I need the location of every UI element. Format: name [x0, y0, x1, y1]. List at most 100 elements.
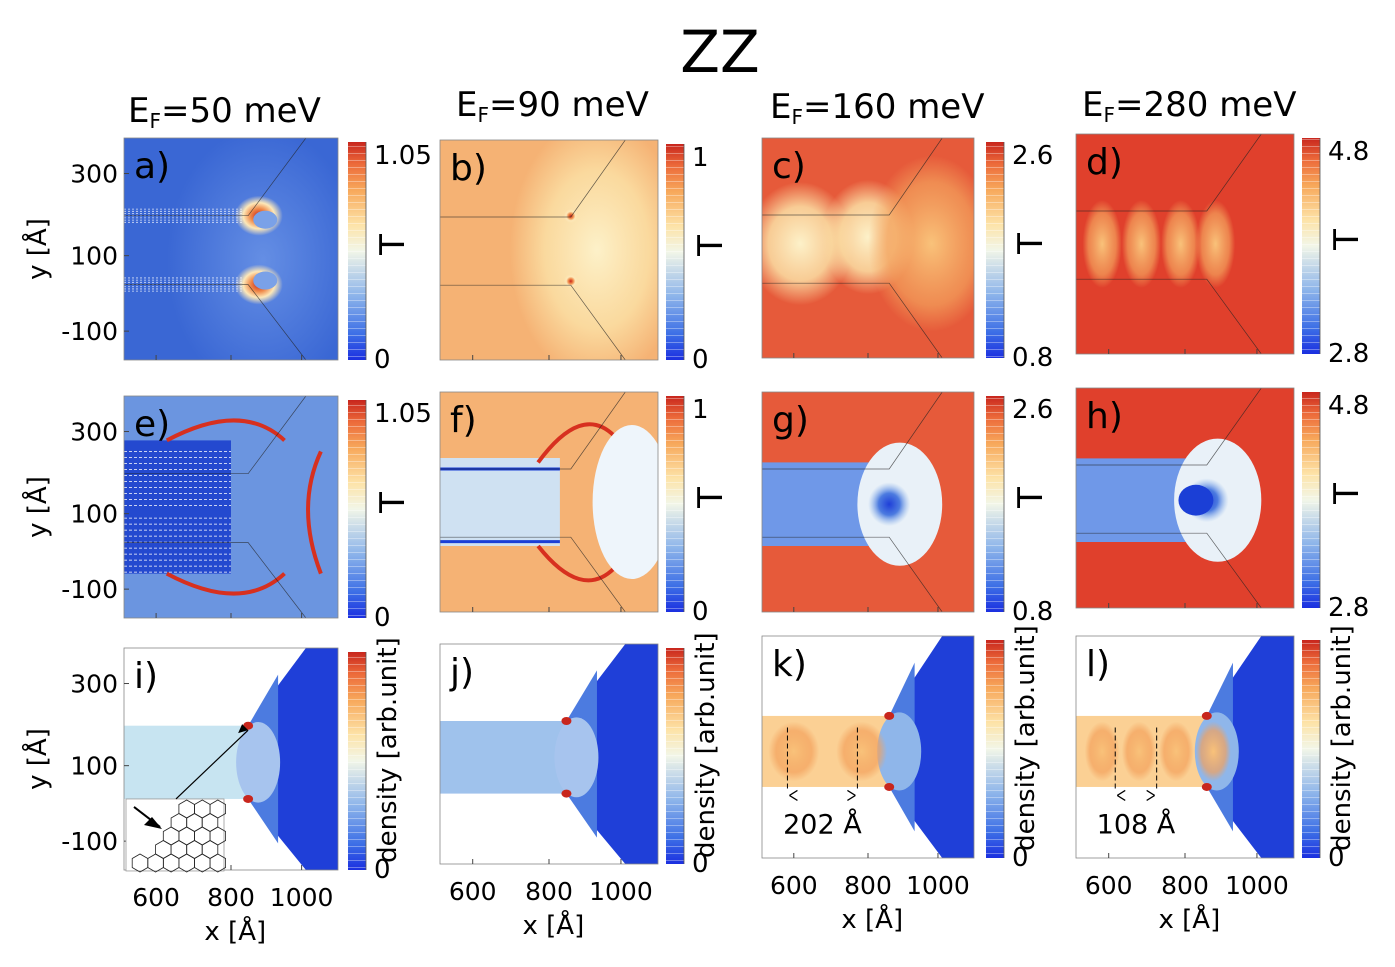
y-axis-label: y [Å]: [21, 218, 53, 280]
svg-text:EF=160 meV: EF=160 meV: [770, 87, 985, 129]
x-tick-label: 1000: [589, 877, 653, 906]
colorbar-max-label: 2.6: [1012, 141, 1053, 171]
y-tick-label: 300: [70, 670, 118, 699]
colorbar-min-label: 0.8: [1012, 343, 1053, 373]
y-tick-label: 100: [70, 242, 118, 271]
colorbar-max-label: 1.05: [374, 399, 432, 429]
svg-text:EF=50 meV: EF=50 meV: [128, 91, 321, 133]
figure-title: ZZ: [680, 18, 759, 86]
panel-label: c): [772, 146, 806, 187]
panel-g: g) 2.6 0.8 T: [761, 391, 1053, 627]
x-tick-label: 800: [1161, 871, 1209, 900]
colorbar-quantity-label: T: [1327, 483, 1367, 505]
col-1-prefix: E: [128, 91, 149, 131]
heatmap-field: [124, 396, 338, 618]
panel-label: h): [1086, 396, 1123, 437]
panel-label: e): [134, 404, 170, 445]
panel-label: b): [450, 148, 487, 189]
distance-annotation: 202 Å: [783, 808, 862, 840]
col-1-sub: F: [149, 109, 161, 133]
x-axis-label: x [Å]: [1158, 903, 1220, 935]
column-header-4: EF=280 meV: [1082, 85, 1297, 127]
heatmap-field: [1076, 388, 1294, 608]
heatmap-field: [762, 138, 974, 358]
colorbar-quantity-label: T: [691, 235, 731, 257]
colorbar-max-label: 2.6: [1012, 395, 1053, 425]
colorbar-min-label: 2.8: [1328, 593, 1369, 623]
colorbar-quantity-label: T: [373, 234, 413, 256]
y-tick-label: 300: [70, 418, 118, 447]
col-4-prefix: E: [1082, 85, 1103, 125]
panel-label: i): [134, 656, 158, 697]
x-tick-label: 1000: [270, 883, 334, 912]
column-header-1: EF=50 meV: [128, 91, 321, 133]
x-tick-label: 600: [1085, 871, 1133, 900]
heatmap-field: [762, 636, 974, 858]
x-tick-label: 1000: [906, 871, 970, 900]
panel-label: g): [772, 400, 809, 441]
heatmap-field: [1076, 636, 1294, 858]
col-2-sub: F: [477, 103, 489, 127]
heatmap-field: [124, 648, 338, 870]
distance-annotation: 108 Å: [1097, 808, 1176, 840]
arrow-icon: [144, 816, 162, 829]
colorbar-min-label: 0: [692, 597, 709, 627]
col-3-value: =160 meV: [803, 87, 985, 127]
colorbar-max-label: 4.8: [1328, 137, 1369, 167]
colorbar-max-label: 1.05: [374, 141, 432, 171]
col-2-value: =90 meV: [489, 85, 649, 125]
x-tick-label: 600: [770, 871, 818, 900]
colorbar-quantity-label: density [arb.unit]: [691, 632, 721, 858]
colorbar-quantity-label: T: [691, 487, 731, 509]
x-axis-label: x [Å]: [204, 915, 266, 947]
x-tick-label: 1000: [1225, 871, 1289, 900]
colorbar-min-label: 2.8: [1328, 339, 1369, 369]
panels: a) 300 100 -100 y [Å] 1.05 0 Tb) 1 0 Tc) 2.6 0.8 Td) 4…: [21, 133, 1369, 947]
x-tick-label: 600: [132, 883, 180, 912]
y-tick-label: -100: [61, 317, 118, 346]
y-axis-label: y [Å]: [21, 728, 53, 790]
x-tick-label: 600: [449, 877, 497, 906]
colorbar-quantity-label: T: [1327, 229, 1367, 251]
colorbar-min-label: 0: [692, 849, 709, 879]
heatmap-field: [1076, 134, 1294, 354]
colorbar-min-label: 0: [374, 855, 391, 885]
colorbar-min-label: 0: [374, 345, 391, 375]
panel-h: h) 4.8 2.8 T: [1075, 387, 1369, 623]
y-tick-label: 300: [70, 160, 118, 189]
colorbar-quantity-label: density [arb.unit]: [1327, 625, 1357, 851]
x-tick-label: 800: [525, 877, 573, 906]
colorbar-quantity-label: T: [1011, 233, 1051, 255]
panel-label: d): [1086, 142, 1123, 183]
y-tick-label: 100: [70, 500, 118, 529]
col-3-prefix: E: [770, 87, 791, 127]
panel-d: d) 4.8 2.8 T: [1075, 133, 1369, 369]
x-axis-label: x [Å]: [841, 903, 903, 935]
panel-label: k): [772, 644, 807, 685]
col-4-sub: F: [1103, 103, 1115, 127]
heatmap-field: [440, 644, 658, 864]
col-4-value: =280 meV: [1115, 85, 1297, 125]
colorbar-min-label: 0: [1012, 843, 1029, 873]
colorbar-min-label: 0: [692, 345, 709, 375]
lattice-inset: [125, 798, 225, 872]
panel-b: b) 1 0 T: [439, 139, 731, 375]
panel-e: e) 300 100 -100 y [Å] 1.05 0 T: [21, 395, 432, 633]
heatmap-field: [440, 140, 658, 360]
colorbar-quantity-label: density [arb.unit]: [373, 637, 403, 863]
panel-c: c) 2.6 0.8 T: [761, 137, 1053, 373]
honeycomb-lattice-icon: [131, 799, 226, 873]
colorbar-min-label: 0.8: [1012, 597, 1053, 627]
colorbar-max-label: 1: [692, 395, 709, 425]
panel-label: a): [134, 146, 170, 187]
colorbar-quantity-label: T: [1011, 487, 1051, 509]
y-tick-label: -100: [61, 575, 118, 604]
colorbar-quantity-label: T: [373, 492, 413, 514]
heatmap-field: [124, 138, 338, 360]
column-header-3: EF=160 meV: [770, 87, 985, 129]
colorbar-quantity-label: density [arb.unit]: [1011, 625, 1041, 851]
